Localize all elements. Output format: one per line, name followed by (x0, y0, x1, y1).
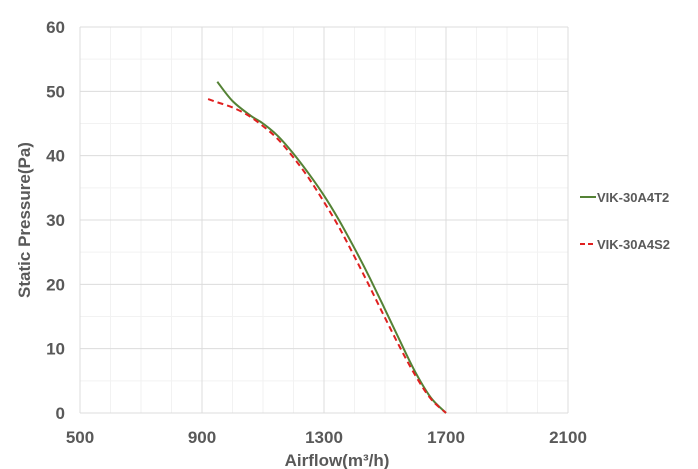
y-tick-label: 60 (46, 18, 65, 37)
x-tick-label: 500 (66, 428, 94, 447)
y-tick-label: 50 (46, 82, 65, 101)
y-axis-title: Static Pressure(Pa) (15, 142, 34, 298)
x-axis-title: Airflow(m³/h) (285, 451, 390, 469)
series-lines (207, 81, 447, 414)
x-tick-label: 2100 (549, 428, 587, 447)
legend: VIK-30A4T2 VIK-30A4S2 (580, 190, 670, 252)
legend-label-0: VIK-30A4T2 (597, 190, 669, 205)
y-tick-label: 40 (46, 147, 65, 166)
y-tick-label: 30 (46, 211, 65, 230)
series-line-1 (207, 98, 447, 414)
y-tick-label: 20 (46, 275, 65, 294)
legend-label-1: VIK-30A4S2 (597, 237, 670, 252)
x-tick-label: 1300 (305, 428, 343, 447)
tick-labels: 500 900 1300 1700 2100 0 10 20 30 40 50 60 (46, 18, 587, 447)
y-tick-label: 10 (46, 340, 65, 359)
y-tick-label: 0 (56, 404, 65, 423)
grid (79, 26, 569, 414)
x-tick-label: 900 (188, 428, 216, 447)
series-line-0 (216, 81, 447, 414)
x-tick-label: 1700 (427, 428, 465, 447)
